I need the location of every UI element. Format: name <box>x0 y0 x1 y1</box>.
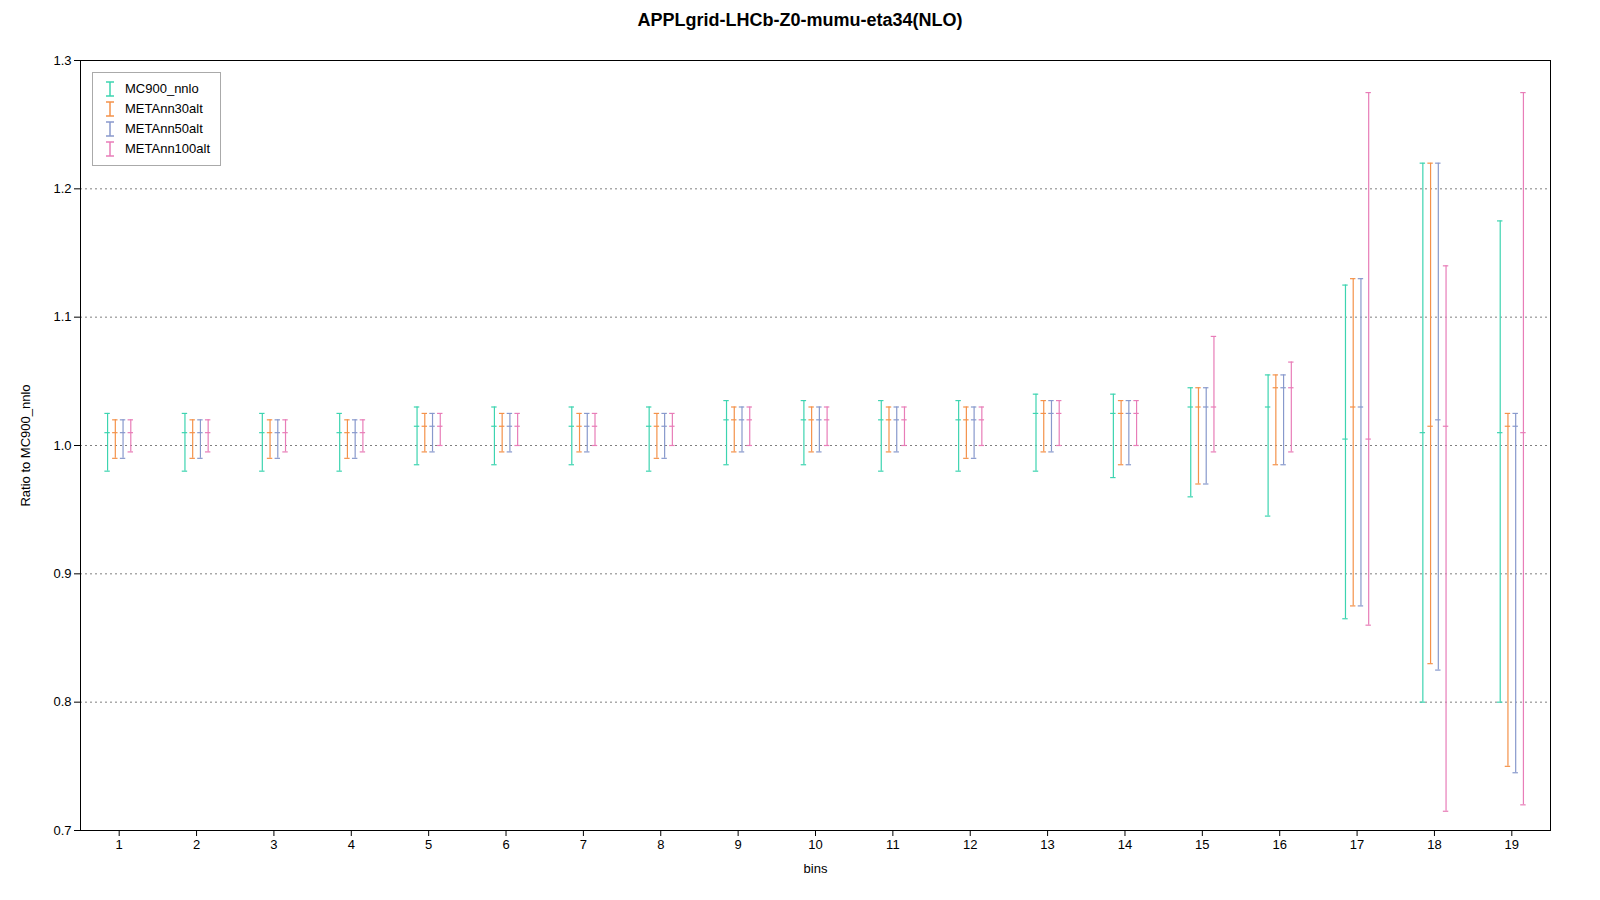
html-text:APPLgrid-LHCb-Z0-mumu-eta34(NL: APPLgrid-LHCb-Z0-mumu-eta34(NLO) <box>637 10 963 30</box>
svg-text:2: 2 <box>193 837 200 852</box>
svg-text:6: 6 <box>502 837 509 852</box>
svg-text:bins: bins <box>804 861 828 876</box>
svg-text:1.0: 1.0 <box>53 438 71 453</box>
svg-text:Ratio to MC900_nnlo: Ratio to MC900_nnlo <box>18 384 33 506</box>
html-text:METAnn50alt: METAnn50alt <box>125 121 203 136</box>
svg-text:0.9: 0.9 <box>53 566 71 581</box>
svg-text:1.3: 1.3 <box>53 53 71 68</box>
svg-text:14: 14 <box>1118 837 1132 852</box>
svg-text:0.8: 0.8 <box>53 694 71 709</box>
svg-text:5: 5 <box>425 837 432 852</box>
svg-text:16: 16 <box>1272 837 1286 852</box>
svg-text:0.7: 0.7 <box>53 823 71 838</box>
svg-text:3: 3 <box>270 837 277 852</box>
svg-text:11: 11 <box>886 837 900 852</box>
svg-text:1.1: 1.1 <box>53 309 71 324</box>
svg-text:7: 7 <box>580 837 587 852</box>
svg-text:10: 10 <box>808 837 822 852</box>
svg-text:18: 18 <box>1427 837 1441 852</box>
html-text:METAnn30alt: METAnn30alt <box>125 101 203 116</box>
svg-text:8: 8 <box>657 837 664 852</box>
svg-text:1: 1 <box>116 837 123 852</box>
svg-text:4: 4 <box>348 837 355 852</box>
svg-text:1.2: 1.2 <box>53 181 71 196</box>
svg-text:12: 12 <box>963 837 977 852</box>
svg-text:17: 17 <box>1350 837 1364 852</box>
svg-text:15: 15 <box>1195 837 1209 852</box>
html-text:MC900_nnlo: MC900_nnlo <box>125 81 199 96</box>
svg-text:9: 9 <box>735 837 742 852</box>
svg-text:13: 13 <box>1040 837 1054 852</box>
html-text:METAnn100alt: METAnn100alt <box>125 141 210 156</box>
svg-text:19: 19 <box>1505 837 1519 852</box>
